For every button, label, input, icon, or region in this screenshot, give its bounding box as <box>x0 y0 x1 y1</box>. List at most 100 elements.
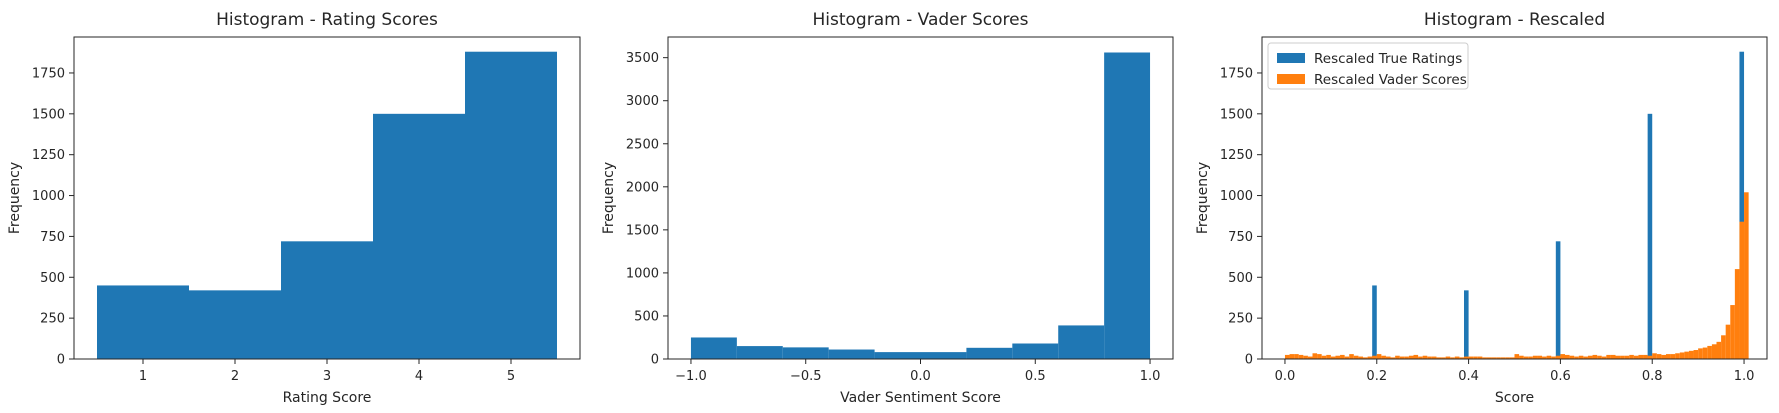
bar-s2-22 <box>1381 355 1386 359</box>
bar-s2-87 <box>1679 352 1685 359</box>
bar-s2-23 <box>1385 356 1391 359</box>
y-tick-label: 1000 <box>1220 189 1253 204</box>
bar-s2-30 <box>1418 356 1423 359</box>
bar-s1-3 <box>281 241 373 359</box>
bar-s2-15 <box>1349 354 1354 359</box>
bar-s1-4 <box>373 113 465 360</box>
bar-s2-86 <box>1675 353 1680 359</box>
bar-s2-83 <box>1661 354 1666 359</box>
bar-s2-36 <box>1445 356 1451 359</box>
x-tick-label: 1.0 <box>1140 369 1161 384</box>
bar-s2-55 <box>1532 355 1538 359</box>
bar-s1-8 <box>1012 343 1059 359</box>
x-tick-label: −1.0 <box>675 369 707 384</box>
bar-s2-65 <box>1578 355 1584 359</box>
legend: Rescaled True Ratings Rescaled Vader Scor… <box>1267 42 1469 90</box>
x-tick-label: 0.0 <box>910 369 931 384</box>
x-tick-label: 2 <box>231 369 239 384</box>
axes-frame <box>667 36 1174 360</box>
bar-s1-5 <box>874 352 921 359</box>
y-tick-label: 1250 <box>1220 148 1253 163</box>
bar-s2-17 <box>1358 356 1363 359</box>
bar-s1-6 <box>920 352 967 359</box>
x-tick-label: 0.0 <box>1275 369 1296 384</box>
bar-s2-33 <box>1431 356 1437 359</box>
bar-s2-53 <box>1523 356 1529 359</box>
bar-s2-26 <box>1399 356 1405 359</box>
bar-s2-59 <box>1551 356 1556 359</box>
bar-s2-12 <box>1335 355 1341 359</box>
bar-s2-67 <box>1587 355 1593 359</box>
bar-s2-14 <box>1344 356 1350 359</box>
bar-s2-73 <box>1615 355 1621 359</box>
x-tick-label: 3 <box>323 369 331 384</box>
bar-s1-10 <box>1104 52 1151 360</box>
bar-s1-4 <box>1647 113 1653 360</box>
bar-s2-72 <box>1610 354 1616 359</box>
bar-s2-100 <box>1739 221 1745 359</box>
bar-s1-4 <box>828 349 875 359</box>
subplot-2: −1.0 −0.5 0.0 0.5 1.0 0 500 1000 1500 2000 2500 300… <box>601 10 1174 406</box>
bar-s2-76 <box>1629 354 1634 359</box>
bar-s2-7 <box>1312 353 1318 359</box>
x-tick-label: 5 <box>507 369 515 384</box>
bar-s1-2 <box>1464 290 1469 359</box>
bar-s1-1 <box>97 285 189 359</box>
chart-title: Histogram - Rating Scores <box>216 10 438 30</box>
bar-s2-58 <box>1546 355 1552 359</box>
x-axis-label: Vader Sentiment Score <box>840 390 1001 406</box>
bar-s2-97 <box>1725 324 1731 359</box>
y-tick-label: 250 <box>40 312 65 327</box>
legend-box <box>1267 42 1469 90</box>
bar-s2-24 <box>1390 357 1396 359</box>
chart-title: Histogram - Rescaled <box>1424 10 1605 30</box>
bar-s2-74 <box>1620 355 1625 359</box>
bar-s1-5 <box>465 51 557 359</box>
bar-s2-45 <box>1486 357 1492 359</box>
y-tick-label: 1000 <box>32 189 65 204</box>
y-tick-label: 250 <box>1228 312 1253 327</box>
bar-s1-7 <box>966 347 1013 359</box>
legend-swatch <box>1277 74 1305 84</box>
bar-s2-56 <box>1537 355 1543 359</box>
y-axis-label: Frequency <box>1195 162 1211 234</box>
bar-s2-90 <box>1693 350 1699 359</box>
x-tick-label: 1.0 <box>1734 369 1755 384</box>
bar-s2-81 <box>1652 353 1657 359</box>
subplot-3: 0.0 0.2 0.4 0.6 0.8 1.0 0 250 500 750 1000 1250 1500… <box>1195 10 1768 406</box>
legend-label: Rescaled True Ratings <box>1314 51 1462 67</box>
bar-s2-8 <box>1317 354 1322 359</box>
x-tick-label: 0.5 <box>1025 369 1046 384</box>
y-tick-label: 3000 <box>626 94 659 109</box>
bar-s2-31 <box>1422 355 1428 359</box>
bar-s2-64 <box>1574 356 1579 359</box>
bar-s2-29 <box>1413 354 1419 359</box>
bar-s1-1 <box>1372 285 1377 359</box>
bar-s2-99 <box>1734 269 1740 359</box>
x-tick-label: −0.5 <box>790 369 822 384</box>
bar-s2-37 <box>1450 357 1455 359</box>
bar-s2-16 <box>1353 355 1359 359</box>
bar-s2-92 <box>1702 347 1708 359</box>
y-tick-label: 1500 <box>1220 107 1253 122</box>
y-tick-label: 1500 <box>626 223 659 238</box>
bar-s2-50 <box>1509 357 1515 359</box>
bar-s2-6 <box>1307 356 1313 359</box>
y-tick-label: 0 <box>651 353 659 368</box>
bar-s2-93 <box>1707 345 1712 359</box>
bar-s2-68 <box>1592 354 1598 359</box>
y-tick-label: 1750 <box>32 66 65 81</box>
bar-s1-3 <box>1555 241 1561 359</box>
legend-swatch <box>1277 53 1305 63</box>
bar-s2-75 <box>1624 355 1630 359</box>
bar-s2-96 <box>1721 335 1726 359</box>
y-tick-label: 1250 <box>32 148 65 163</box>
bar-s2-21 <box>1376 354 1382 359</box>
x-tick-label: 0.2 <box>1366 369 1387 384</box>
bar-s2-85 <box>1670 354 1676 359</box>
bar-s2-54 <box>1528 356 1533 359</box>
bar-s2-32 <box>1427 356 1432 359</box>
bar-s2-88 <box>1684 351 1689 359</box>
bar-s2-41 <box>1468 356 1474 359</box>
